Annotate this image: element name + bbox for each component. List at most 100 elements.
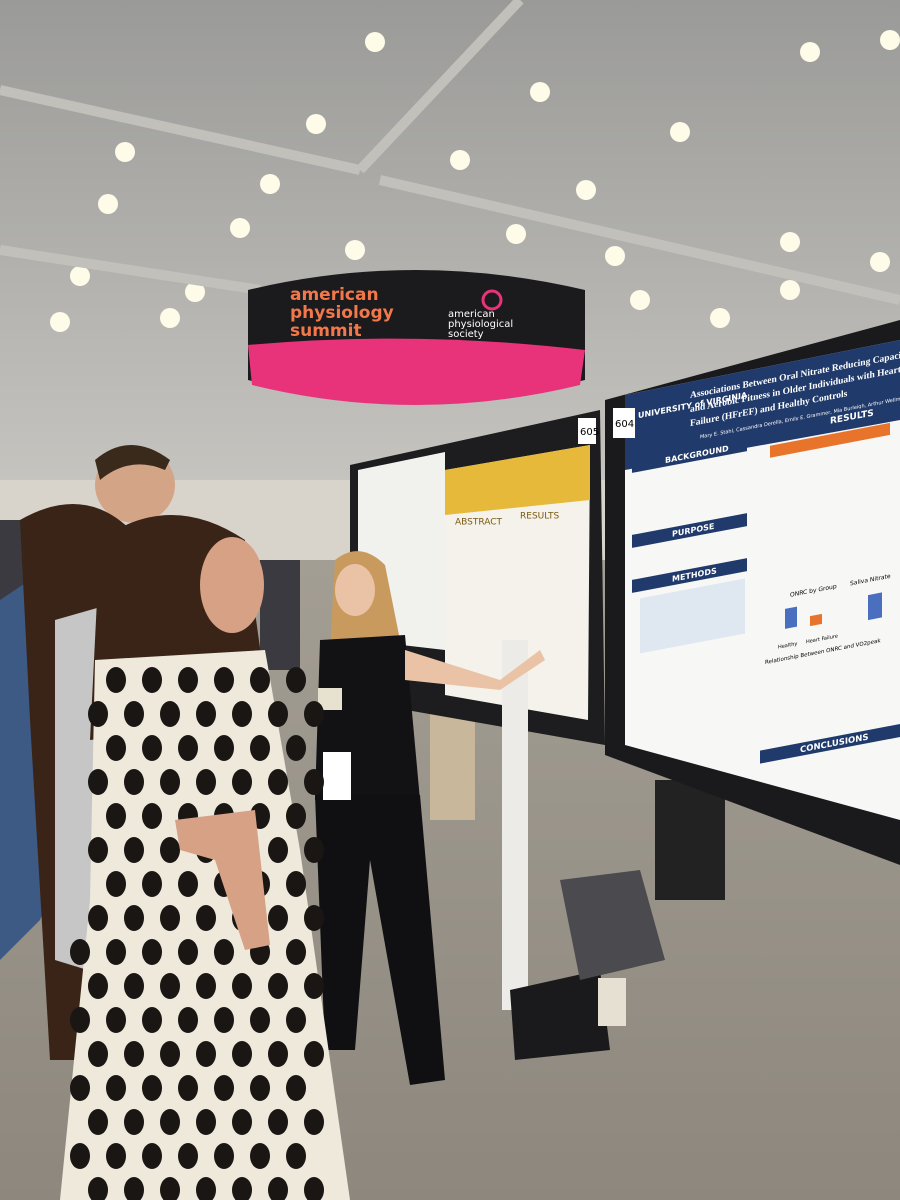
- pattern-dot: [88, 973, 108, 999]
- pattern-dot: [196, 701, 216, 727]
- pattern-dot: [196, 1109, 216, 1135]
- pattern-dot: [196, 1177, 216, 1200]
- pattern-dot: [142, 1075, 162, 1101]
- pattern-dot: [196, 769, 216, 795]
- light: [365, 32, 385, 52]
- pattern-dot: [142, 667, 162, 693]
- pattern-dot: [268, 1109, 288, 1135]
- pattern-dot: [268, 973, 288, 999]
- backpack: [510, 970, 610, 1060]
- box: [810, 613, 822, 627]
- pattern-dot: [268, 905, 288, 931]
- face: [200, 537, 264, 633]
- pattern-dot: [268, 769, 288, 795]
- pattern-dot: [286, 667, 306, 693]
- pattern-dot: [160, 1109, 180, 1135]
- beam: [0, 85, 362, 175]
- light: [800, 42, 820, 62]
- pattern-dot: [232, 973, 252, 999]
- pattern-dot: [268, 701, 288, 727]
- banner-brand: summit: [290, 321, 362, 341]
- light: [98, 194, 118, 214]
- poster-number: 605: [580, 427, 599, 438]
- hanging-banner: american physiology summit american phys…: [248, 270, 585, 405]
- number-card: [613, 408, 635, 438]
- section-bar: [760, 401, 900, 441]
- light: [710, 308, 730, 328]
- pattern-dot: [88, 1177, 108, 1200]
- light: [530, 82, 550, 102]
- pattern-dot: [268, 1041, 288, 1067]
- pattern-dot: [88, 905, 108, 931]
- section-bar: [632, 513, 747, 548]
- person: [260, 560, 300, 670]
- ceiling-lights: [50, 30, 900, 332]
- group-label: Healthy: [778, 641, 797, 651]
- cup: [318, 688, 342, 710]
- pattern-dot: [106, 1007, 126, 1033]
- number-card: [578, 418, 596, 444]
- pattern-dot: [160, 769, 180, 795]
- light: [160, 308, 180, 328]
- society-name: physiological: [448, 319, 513, 330]
- pattern-dot: [106, 1075, 126, 1101]
- pattern-dot: [214, 1143, 234, 1169]
- light: [780, 232, 800, 252]
- section-label: ABSTRACT: [455, 518, 503, 528]
- pattern-dot: [70, 1143, 90, 1169]
- pattern-dot: [142, 735, 162, 761]
- cup: [598, 978, 626, 1026]
- poster-board-604: 604 UNIVERSITY of VIRGINIA Associations …: [605, 320, 900, 865]
- pattern-dot: [106, 939, 126, 965]
- box: [785, 606, 797, 629]
- pattern-dot: [178, 667, 198, 693]
- box: [868, 592, 882, 621]
- light: [345, 240, 365, 260]
- pattern-dot: [124, 1041, 144, 1067]
- pattern-dot: [304, 701, 324, 727]
- section-bar: [760, 724, 900, 764]
- pattern-dot: [88, 769, 108, 795]
- pattern-dot: [286, 803, 306, 829]
- light: [260, 174, 280, 194]
- pattern-dot: [232, 1109, 252, 1135]
- beam: [378, 175, 900, 305]
- badge: [323, 752, 351, 800]
- pattern-dot: [106, 803, 126, 829]
- pattern-dot: [286, 1143, 306, 1169]
- society-name: american: [448, 309, 495, 320]
- pattern-dot: [124, 769, 144, 795]
- presenter: [315, 551, 545, 1085]
- light: [880, 30, 900, 50]
- pattern-dot: [214, 667, 234, 693]
- pattern-dot: [250, 667, 270, 693]
- foreground-people: [0, 445, 350, 1200]
- pattern-dot: [70, 939, 90, 965]
- poster-header: [445, 445, 590, 515]
- pattern-dot: [286, 735, 306, 761]
- pattern-dot: [178, 871, 198, 897]
- light: [450, 150, 470, 170]
- pattern-dot: [196, 973, 216, 999]
- light: [605, 246, 625, 266]
- light: [185, 282, 205, 302]
- pattern-dot: [304, 1109, 324, 1135]
- pattern-dot: [70, 1075, 90, 1101]
- pattern-dot: [88, 1041, 108, 1067]
- banner-brand: american: [290, 285, 379, 305]
- pattern-dot: [88, 1109, 108, 1135]
- pattern-dot: [160, 1041, 180, 1067]
- beam: [356, 0, 524, 174]
- person-legs: [655, 780, 725, 900]
- pattern-dot: [70, 1007, 90, 1033]
- pattern-dot: [142, 871, 162, 897]
- pattern-dot: [160, 837, 180, 863]
- light: [306, 114, 326, 134]
- pattern-dot: [304, 769, 324, 795]
- hair: [95, 445, 170, 480]
- pattern-dot: [232, 1177, 252, 1200]
- pattern-dot: [286, 1007, 306, 1033]
- light: [115, 142, 135, 162]
- pants: [315, 795, 445, 1085]
- pattern-dot: [214, 735, 234, 761]
